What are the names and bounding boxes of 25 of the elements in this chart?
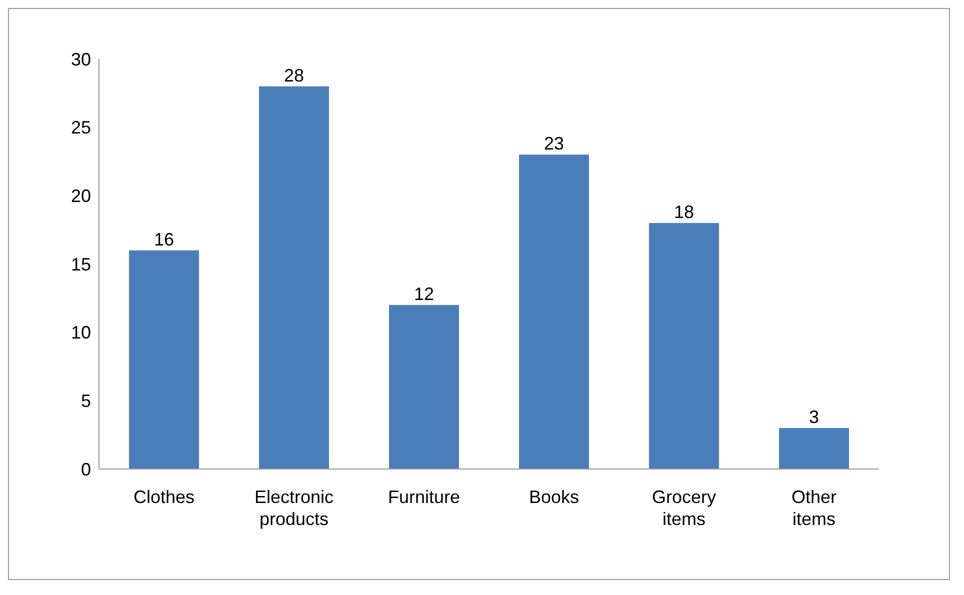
- x-tick-label: Electronic products: [254, 487, 334, 529]
- bar: [519, 154, 589, 469]
- x-tick-label: Other items: [791, 487, 837, 529]
- data-label: 23: [544, 134, 564, 154]
- y-tick-label: 20: [70, 186, 91, 206]
- x-tick-label: Grocery items: [652, 487, 716, 529]
- data-label: 16: [154, 229, 174, 250]
- data-label: 3: [808, 407, 820, 427]
- y-tick-label: 15: [70, 254, 91, 274]
- y-tick-label: 25: [70, 118, 91, 138]
- bar: [129, 250, 199, 469]
- data-label: 12: [414, 284, 434, 304]
- y-tick-label: 10: [70, 322, 91, 343]
- x-tick-label: Clothes: [133, 487, 195, 508]
- x-tick-label: Books: [528, 487, 580, 508]
- data-label: 18: [674, 202, 694, 222]
- y-tick-label: 0: [80, 459, 91, 480]
- bar: [259, 86, 329, 469]
- data-label: 28: [284, 65, 304, 86]
- x-tick-label: Furniture: [388, 487, 460, 508]
- y-tick-label: 5: [80, 391, 91, 412]
- y-tick-label: 30: [70, 49, 91, 70]
- bar: [389, 305, 459, 469]
- bar: [649, 223, 719, 469]
- bar: [779, 428, 849, 469]
